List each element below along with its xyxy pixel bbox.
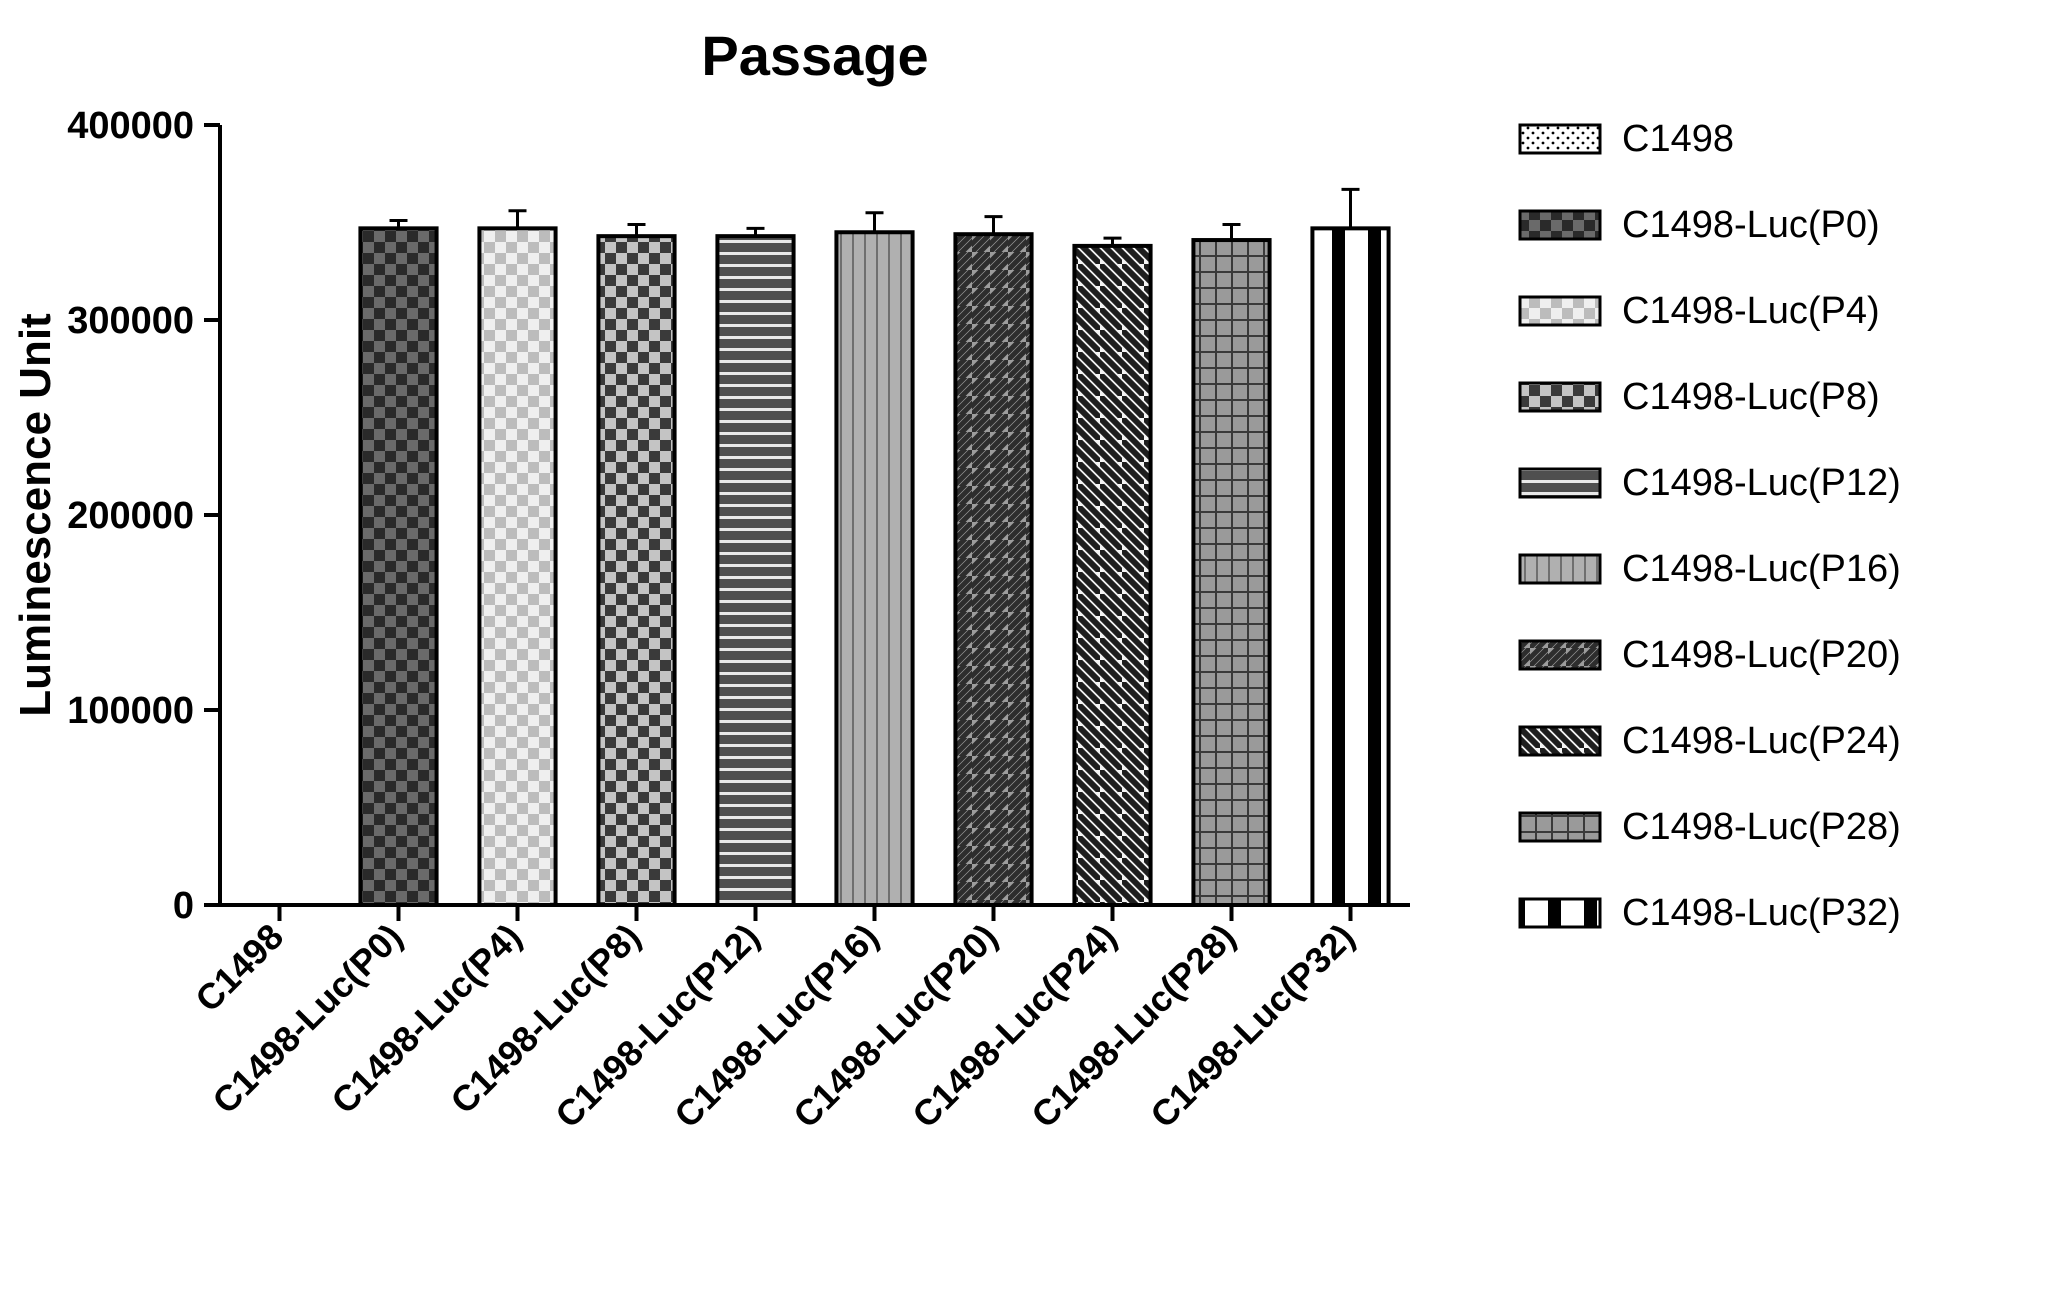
legend-swatch-pattern [1520, 469, 1600, 497]
legend-label: C1498-Luc(P0) [1622, 204, 1880, 246]
y-tick-label: 200000 [67, 495, 194, 537]
legend-swatch-pattern [1520, 125, 1600, 153]
y-tick-label: 400000 [67, 105, 194, 147]
legend-swatch-pattern [1520, 211, 1600, 239]
bar-pattern [598, 236, 674, 905]
legend-label: C1498-Luc(P12) [1622, 462, 1901, 504]
x-tick-label: C1498-Luc(P24) [904, 916, 1124, 1136]
bar-pattern [1312, 228, 1388, 905]
legend-swatch-pattern [1520, 383, 1600, 411]
legend-swatch-pattern [1520, 899, 1600, 927]
bar-pattern [360, 228, 436, 905]
legend-label: C1498-Luc(P4) [1622, 290, 1880, 332]
chart-container: Passage 0 100000 200000 300000 400000 Luminesc… [0, 0, 2069, 1293]
legend-swatch-pattern [1520, 727, 1600, 755]
y-axis-label: Luminescence Unit [11, 313, 60, 717]
y-tick-label: 0 [173, 885, 194, 927]
y-tick-label: 100000 [67, 690, 194, 732]
bar-pattern [1193, 240, 1269, 905]
bar-chart-svg: Passage 0 100000 200000 300000 400000 Luminesc… [0, 0, 2069, 1293]
x-tick-label: C1498-Luc(P12) [547, 916, 767, 1136]
legend-label: C1498-Luc(P24) [1622, 720, 1901, 762]
x-tick-label: C1498-Luc(P32) [1142, 916, 1362, 1136]
x-tick-label: C1498-Luc(P20) [785, 916, 1005, 1136]
legend-swatch-pattern [1520, 297, 1600, 325]
x-tick-label: C1498 [187, 916, 291, 1020]
y-tick-label: 300000 [67, 300, 194, 342]
legend-swatch-pattern [1520, 555, 1600, 583]
bar-pattern [1074, 246, 1150, 905]
legend-label: C1498 [1622, 118, 1734, 160]
legend-label: C1498-Luc(P28) [1622, 806, 1901, 848]
legend-label: C1498-Luc(P20) [1622, 634, 1901, 676]
legend-swatch-pattern [1520, 641, 1600, 669]
bar-pattern [717, 236, 793, 905]
x-tick-label: C1498-Luc(P28) [1023, 916, 1243, 1136]
legend-swatch-pattern [1520, 813, 1600, 841]
legend-label: C1498-Luc(P16) [1622, 548, 1901, 590]
legend-label: C1498-Luc(P8) [1622, 376, 1880, 418]
x-tick-label: C1498-Luc(P16) [666, 916, 886, 1136]
bar-pattern [955, 234, 1031, 905]
chart-title: Passage [701, 24, 928, 87]
legend-label: C1498-Luc(P32) [1622, 892, 1901, 934]
bar-pattern [479, 228, 555, 905]
bar-pattern [836, 232, 912, 905]
